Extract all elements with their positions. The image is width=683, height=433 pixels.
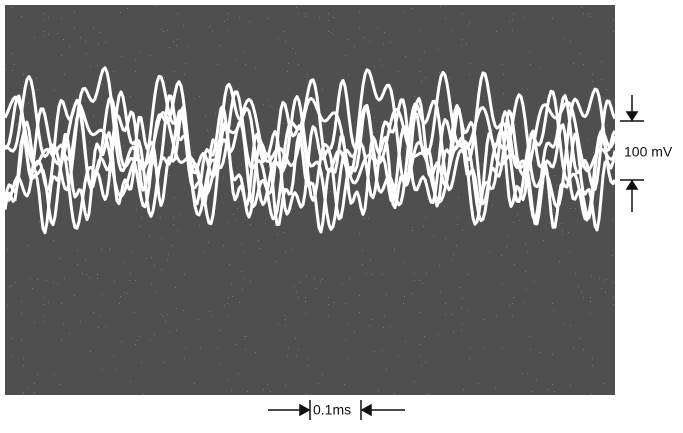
trace [5, 94, 615, 227]
time-scale-label: 0.1ms [313, 402, 351, 418]
trace [5, 71, 615, 231]
time-scale [268, 400, 405, 420]
traces [5, 66, 615, 235]
voltage-scale-label: 100 mV [624, 144, 673, 160]
trace [5, 95, 615, 204]
voltage-scale [620, 95, 644, 212]
trace [5, 66, 615, 223]
